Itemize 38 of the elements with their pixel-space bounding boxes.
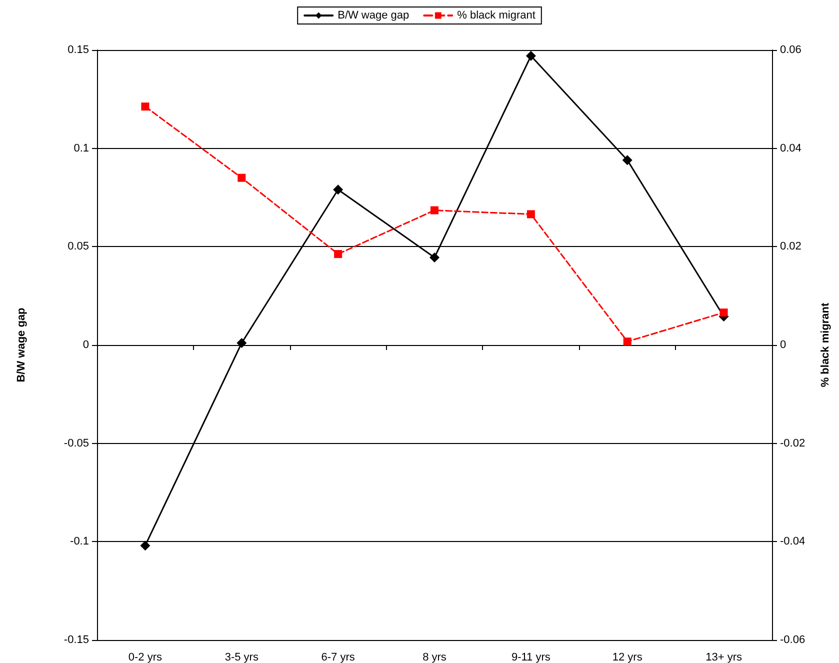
x-tick-label: 0-2 yrs [128,652,163,663]
point [334,250,342,258]
y-tick-label: 0 [82,339,89,351]
y2-tick-label: -0.04 [780,536,806,548]
point [430,206,438,214]
y-tick-label: -0.1 [70,536,89,548]
point [141,102,150,111]
point [430,252,440,262]
point [526,50,536,61]
x-tick-label: 6-7 yrs [321,652,356,663]
y2-tick-label: -0.06 [780,634,806,646]
x-tick-label: 13+ yrs [706,652,742,663]
point [622,155,632,166]
y2-tick-label: 0.02 [780,240,802,253]
y2-tick-label: 0.06 [780,44,802,56]
y2-tick-label: -0.02 [780,437,806,450]
y-tick-label: 0.05 [68,240,89,253]
legend-label: % black migrant [457,10,536,22]
x-tick-label: 3-5 yrs [224,652,259,663]
point [333,184,344,195]
x-tick-label: 9-11 yrs [511,652,551,663]
y2-tick-label: 0 [780,339,786,351]
y2-tick-label: 0.04 [780,142,802,154]
y-tick-label: 0.1 [74,142,89,154]
y-axis-title: B/W wage gap [16,307,28,382]
y-tick-label: -0.05 [64,437,89,450]
point [720,308,728,317]
x-tick-label: 8 yrs [422,652,447,663]
y2-axis-title: % black migrant [820,302,832,388]
point [238,174,246,182]
point [236,338,247,348]
point [526,210,535,218]
legend-label: B/W wage gap [338,10,410,22]
y-tick-label: 0.15 [68,44,89,56]
x-tick-label: 12 yrs [612,652,643,663]
y-tick-label: -0.15 [64,634,89,646]
point [623,338,632,346]
point [140,540,150,551]
